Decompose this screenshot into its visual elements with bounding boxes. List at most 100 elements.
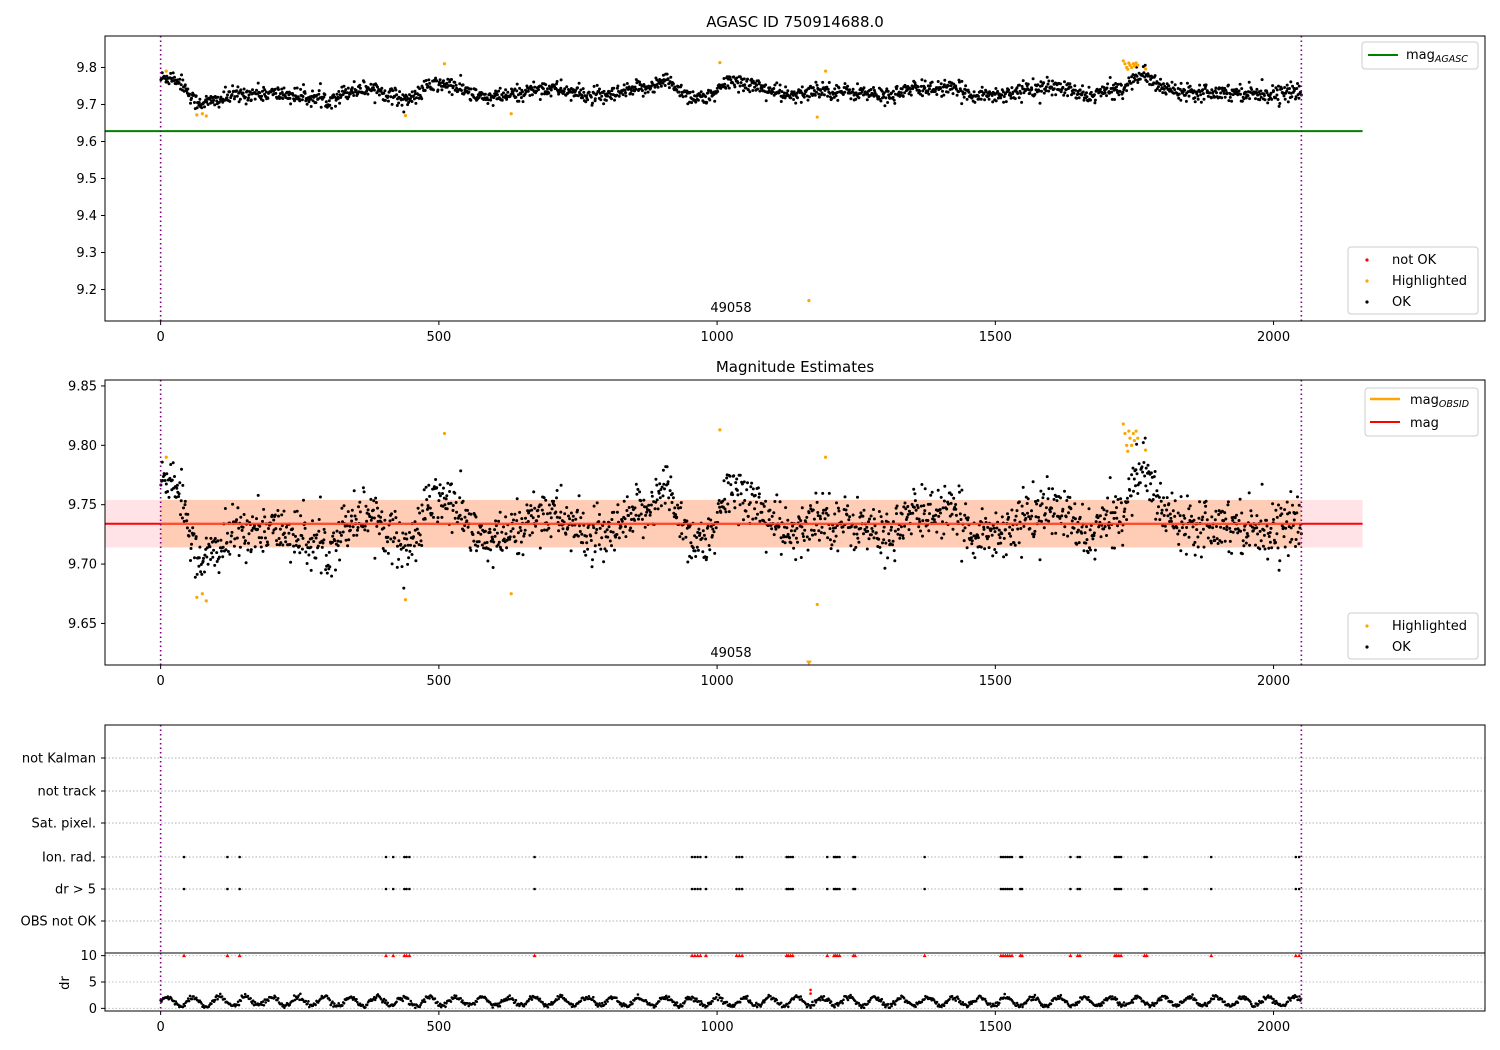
ok-point (311, 550, 315, 554)
dr-point (598, 1002, 601, 1005)
ok-point (1044, 85, 1048, 89)
ok-point (400, 565, 404, 569)
ok-point (1267, 546, 1271, 550)
ok-point (266, 96, 270, 100)
ok-point (232, 97, 236, 101)
ok-point (912, 487, 916, 491)
highlighted-point (1123, 62, 1127, 66)
ok-point (663, 84, 667, 87)
ok-point (1297, 96, 1301, 100)
flag-point (408, 855, 411, 859)
ok-point (216, 539, 220, 543)
ok-point (1081, 90, 1085, 94)
ok-point (563, 87, 567, 91)
flag-point (1145, 855, 1148, 859)
ok-point (1054, 531, 1058, 535)
ok-point (761, 502, 765, 506)
dr-point (966, 1004, 970, 1008)
ok-point (1130, 87, 1134, 91)
ok-point (328, 103, 332, 107)
ok-point (1017, 96, 1021, 100)
ok-point (777, 91, 781, 95)
ok-point (1178, 514, 1182, 518)
ok-point (1033, 92, 1037, 96)
ok-point (206, 103, 210, 106)
ok-point (640, 89, 644, 93)
ok-point (1030, 509, 1033, 513)
ok-point (259, 545, 263, 549)
ok-point (910, 503, 914, 506)
dr-point (253, 1000, 257, 1004)
ok-point (1291, 84, 1294, 88)
ok-point (412, 94, 415, 98)
ok-point (1209, 96, 1213, 100)
ok-point (342, 504, 346, 508)
ok-point (347, 95, 351, 99)
ok-point (958, 80, 961, 84)
ok-point (566, 526, 570, 530)
ok-point (324, 100, 328, 104)
dr-point (459, 997, 463, 1000)
ok-point (519, 540, 523, 544)
ok-point (634, 87, 638, 91)
ok-point (595, 92, 599, 96)
ok-point (309, 568, 313, 572)
ok-point (642, 498, 646, 502)
ok-point (353, 514, 357, 518)
dr-point (811, 1000, 814, 1004)
dr-point (950, 994, 954, 998)
ok-point (1142, 71, 1146, 75)
ok-point (534, 524, 538, 528)
ok-point (407, 556, 411, 560)
ok-point (228, 552, 232, 556)
ok-point (1274, 86, 1278, 90)
ok-point (181, 78, 185, 82)
ok-point (1037, 89, 1041, 93)
ok-point (1162, 82, 1165, 86)
dr-point (579, 999, 583, 1003)
ok-point (987, 535, 990, 538)
ok-point (939, 87, 942, 91)
ok-point (333, 539, 337, 543)
ok-point (197, 101, 201, 104)
ok-point (786, 532, 790, 536)
ok-point (872, 517, 876, 521)
ok-point (617, 536, 621, 540)
ok-point (164, 482, 168, 486)
ok-point (1092, 531, 1096, 535)
dr-point (942, 1004, 946, 1008)
ok-point (833, 87, 837, 91)
ok-point (1102, 86, 1106, 89)
ok-point (601, 524, 605, 527)
ok-point (262, 507, 266, 511)
flag-point (1119, 855, 1123, 859)
ok-point (373, 556, 377, 560)
dr-point (513, 1001, 517, 1004)
ok-point (1036, 83, 1040, 87)
flag-point (1006, 887, 1009, 891)
ok-point (194, 94, 198, 98)
ok-point (778, 500, 782, 504)
ok-point (579, 88, 583, 92)
flag-point (1010, 855, 1014, 859)
ok-point (997, 533, 1001, 537)
ok-point (811, 86, 815, 90)
ok-point (684, 94, 688, 98)
flag-point (1004, 855, 1007, 859)
ok-point (627, 506, 631, 509)
ok-point (1272, 89, 1275, 93)
flag-point (1143, 887, 1146, 891)
flag-point (1117, 855, 1121, 859)
ok-point (1203, 511, 1207, 515)
legend-subscript: OBSID (1439, 399, 1469, 410)
ok-point (399, 542, 403, 546)
plot-frame (104, 379, 1486, 666)
ok-point (595, 83, 599, 87)
y-tick-label: 9.65 (68, 617, 97, 632)
ok-point (314, 556, 318, 560)
ok-point (344, 514, 348, 518)
ok-point (941, 506, 945, 510)
ok-point (324, 568, 328, 572)
ok-point (987, 94, 990, 98)
flag-point (1115, 855, 1118, 859)
